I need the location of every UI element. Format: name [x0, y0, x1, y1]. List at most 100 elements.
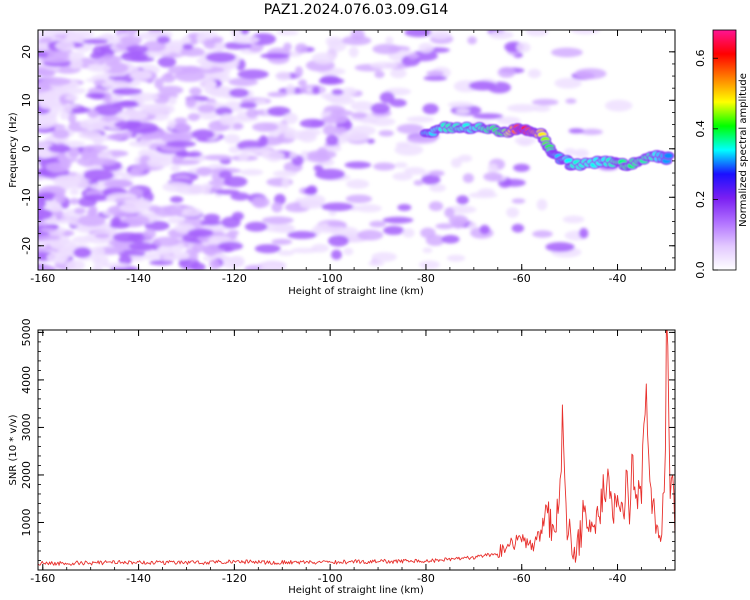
- heatmap-cell: [421, 174, 441, 185]
- heatmap-cell: [483, 172, 503, 182]
- spectrogram-x-axis-label: Height of straight line (km): [288, 286, 424, 297]
- y-tick-label: -10: [20, 188, 33, 206]
- heatmap-cell: [65, 94, 79, 102]
- heatmap-cell: [389, 98, 407, 108]
- heatmap-cell: [271, 201, 283, 213]
- heatmap-cell: [74, 207, 86, 215]
- heatmap-cell: [224, 134, 241, 144]
- heatmap-cell: [545, 242, 575, 252]
- heatmap-cell: [68, 146, 80, 158]
- heatmap-cell: [511, 223, 525, 233]
- heatmap-cell: [102, 62, 129, 74]
- heatmap-cell: [38, 97, 61, 110]
- heatmap-cell: [167, 217, 185, 224]
- heatmap-cell: [187, 113, 200, 122]
- heatmap-cell: [55, 40, 75, 51]
- heatmap-cell: [663, 152, 673, 159]
- heatmap-cell: [158, 85, 184, 95]
- heatmap-cell: [217, 241, 243, 251]
- heatmap-cell: [327, 221, 346, 228]
- colorbar-frame: [712, 29, 737, 271]
- heatmap-cell: [418, 260, 440, 270]
- heatmap-cell: [351, 112, 367, 119]
- heatmap-cell: [355, 204, 382, 213]
- heatmap-cell: [152, 236, 180, 247]
- heatmap-cell: [112, 101, 140, 108]
- heatmap-cell: [170, 164, 181, 173]
- heatmap-cell: [44, 136, 55, 143]
- heatmap-cell: [536, 198, 548, 211]
- heatmap-cell: [275, 71, 291, 81]
- heatmap-cell: [232, 35, 260, 44]
- heatmap-cell: [200, 220, 222, 226]
- snr-x-axis-label: Height of straight line (km): [288, 585, 424, 596]
- heatmap-cell: [340, 130, 370, 142]
- heatmap-cell: [568, 128, 584, 134]
- heatmap-cell: [64, 140, 86, 147]
- heatmap-cell: [328, 235, 349, 247]
- heatmap-cell: [189, 87, 202, 96]
- heatmap-cell: [289, 152, 298, 158]
- heatmap-cell: [116, 110, 149, 121]
- heatmap-cell: [78, 130, 102, 140]
- colorbar-tick-label: 0.6: [694, 49, 707, 66]
- heatmap-cell: [331, 89, 344, 96]
- heatmap-cell: [129, 169, 140, 176]
- heatmap-cell: [298, 79, 307, 87]
- heatmap-cell: [40, 57, 71, 64]
- heatmap-cell: [143, 228, 156, 240]
- heatmap-cell: [223, 176, 248, 188]
- heatmap-cell: [425, 234, 445, 246]
- heatmap-cell: [532, 230, 553, 238]
- heatmap-cell: [85, 92, 106, 99]
- y-tick-label: 0: [20, 145, 33, 152]
- heatmap-cell: [260, 53, 290, 59]
- heatmap-cell: [253, 198, 266, 209]
- heatmap-cell: [326, 145, 342, 152]
- heatmap-cell: [283, 130, 316, 140]
- heatmap-cell: [230, 192, 250, 201]
- heatmap-cell: [244, 221, 268, 232]
- heatmap-cell: [497, 66, 516, 78]
- heatmap-cell: [383, 225, 405, 235]
- heatmap-cell: [100, 262, 130, 269]
- heatmap-cell: [161, 254, 192, 261]
- heatmap-cell: [60, 110, 69, 120]
- heatmap-cell: [345, 194, 373, 204]
- heatmap-cell: [325, 134, 339, 146]
- heatmap-cell: [69, 198, 80, 205]
- heatmap-cell: [123, 198, 150, 205]
- heatmap-cell: [531, 98, 559, 106]
- x-tick-label: -60: [513, 272, 531, 285]
- heatmap-cell: [321, 202, 354, 212]
- heatmap-cell: [157, 56, 177, 68]
- y-tick-label: -20: [20, 237, 33, 255]
- heatmap-cell: [66, 259, 85, 270]
- heatmap-cell: [462, 173, 474, 184]
- heatmap-cell: [369, 220, 387, 228]
- heatmap-cell: [218, 170, 233, 180]
- heatmap-cell: [455, 108, 471, 115]
- x-tick-label: -140: [126, 272, 151, 285]
- heatmap-cell: [38, 198, 46, 210]
- heatmap-cell: [232, 122, 244, 130]
- snr-frame: [37, 329, 676, 571]
- heatmap-cell: [174, 70, 205, 82]
- heatmap-cell: [41, 77, 71, 86]
- heatmap-cell: [237, 69, 269, 80]
- heatmap-cell: [196, 32, 206, 43]
- heatmap-cell: [428, 201, 444, 212]
- heatmap-cell: [230, 30, 242, 38]
- heatmap-cell: [507, 104, 538, 113]
- chart-title: PAZ1.2024.076.03.09.G14: [264, 2, 449, 18]
- heatmap-cell: [329, 97, 355, 105]
- heatmap-cell: [55, 192, 66, 204]
- x-tick-label: -80: [417, 272, 435, 285]
- heatmap-cell: [188, 252, 199, 261]
- heatmap-cell: [390, 68, 407, 79]
- heatmap-cell: [123, 215, 150, 226]
- heatmap-cell: [120, 35, 142, 46]
- heatmap-cell: [39, 113, 58, 121]
- colorbar: 0.0 0.2 0.4 0.6 Normalized spectral amplitu…: [694, 29, 749, 279]
- heatmap-cell: [368, 260, 385, 267]
